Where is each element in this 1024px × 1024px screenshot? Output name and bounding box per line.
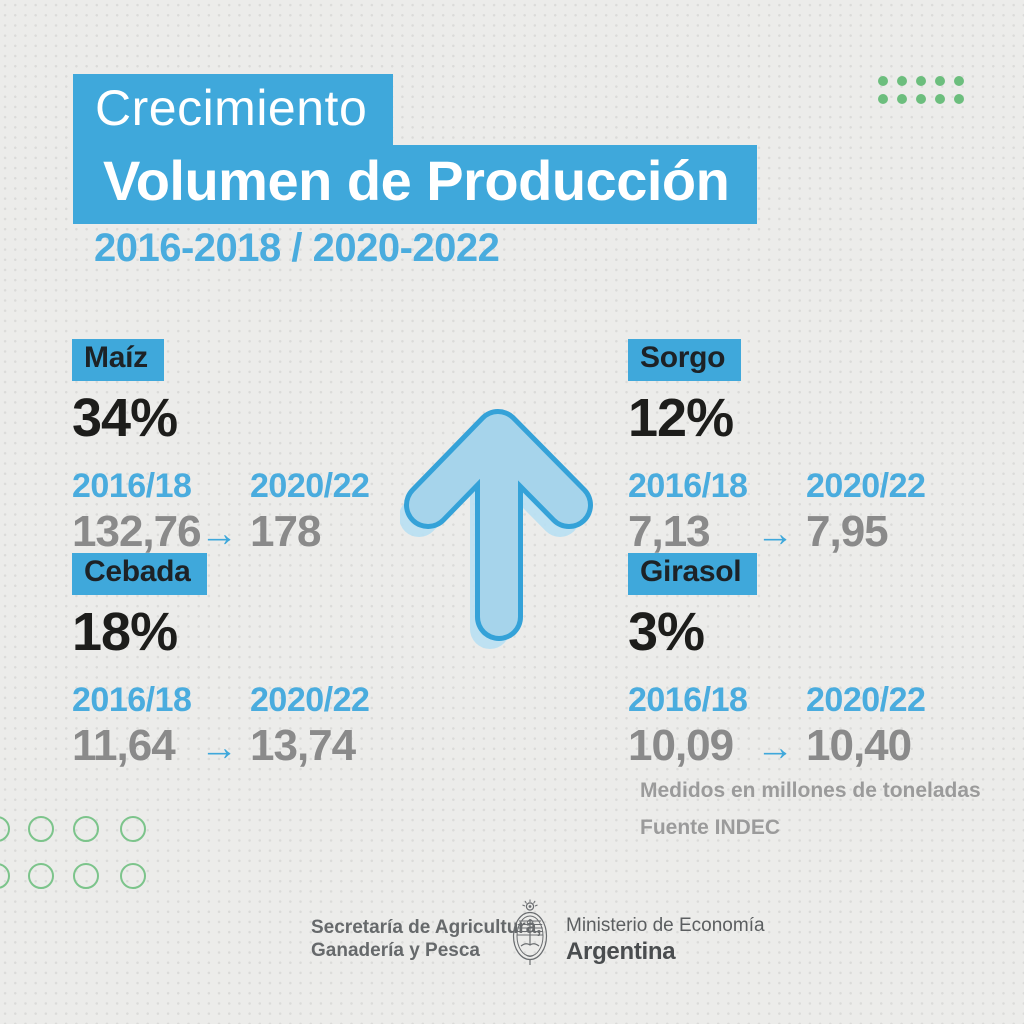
value-from: 132,76 [72,507,202,556]
crop-growth-percent: 3% [628,602,705,662]
ministry-line1: Ministerio de Economía [566,915,765,936]
title-line2: Volumen de Producción [73,145,758,224]
green-dot-icon [878,76,888,86]
title-line1: Crecimiento [73,74,394,147]
green-circle-icon [73,816,99,842]
crop-name-badge: Maíz [72,339,164,381]
title-line1-text: Crecimiento [95,79,368,136]
value-to: 10,40 [806,721,912,770]
year-to-label: 2020/22 [250,467,370,505]
footnotes: Medidos en millones de toneladas Fuente … [640,779,981,840]
value-from: 11,64 [72,721,176,770]
green-circle-icon [120,863,146,889]
value-to: 7,95 [806,507,889,556]
crop-block-cebada: Cebada 18% 2016/18 2020/22 11,64 → 13,74 [72,553,502,768]
green-circle-icon [73,863,99,889]
crop-year-labels: 2016/18 2020/22 [628,681,1024,720]
period-subtitle: 2016-2018 / 2020-2022 [94,226,500,270]
crop-year-labels: 2016/18 2020/22 [72,467,502,506]
green-dot-icon [878,94,888,104]
year-from-label: 2016/18 [628,681,748,719]
right-arrow-icon: → [200,727,238,769]
crop-values: 11,64 → 13,74 [72,724,502,768]
green-circle-icon [120,816,146,842]
crop-name-badge: Cebada [72,553,207,595]
crop-values: 7,13 → 7,95 [628,510,1024,554]
green-circle-icon [0,816,10,842]
crop-block-girasol: Girasol 3% 2016/18 2020/22 10,09 → 10,40 [628,553,1024,768]
secretariat-name: Secretaría de Agricultura, Ganadería y P… [311,916,542,962]
green-dot-icon [954,76,964,86]
right-arrow-icon: → [756,513,794,555]
crop-name-badge: Girasol [628,553,758,595]
right-arrow-icon: → [200,513,238,555]
argentina-coat-of-arms-icon [512,899,548,965]
value-from: 10,09 [628,721,734,770]
year-from-label: 2016/18 [72,681,192,719]
green-dot-icon [897,94,907,104]
green-dot-icon [954,94,964,104]
right-arrow-icon: → [756,727,794,769]
crop-values: 132,76 → 178 [72,510,502,554]
green-dot-icon [935,94,945,104]
crop-name-badge: Sorgo [628,339,742,381]
crop-growth-percent: 34% [72,388,178,448]
year-from-label: 2016/18 [72,467,192,505]
green-dot-icon [897,76,907,86]
green-dot-icon [916,76,926,86]
crop-block-sorgo: Sorgo 12% 2016/18 2020/22 7,13 → 7,95 [628,339,1024,554]
value-to: 13,74 [250,721,356,770]
value-from: 7,13 [628,507,711,556]
crop-block-maiz: Maíz 34% 2016/18 2020/22 132,76 → 178 [72,339,502,554]
year-to-label: 2020/22 [806,467,926,505]
crop-values: 10,09 → 10,40 [628,724,1024,768]
secretariat-line1: Secretaría de Agricultura, [311,917,542,938]
ministry-name: Ministerio de Economía Argentina [566,915,765,966]
value-to: 178 [250,507,321,556]
year-to-label: 2020/22 [250,681,370,719]
green-dots-decoration [878,76,964,104]
green-circle-icon [28,816,54,842]
crop-growth-percent: 12% [628,388,734,448]
green-dot-icon [916,94,926,104]
source-note: Fuente INDEC [640,816,781,839]
year-to-label: 2020/22 [806,681,926,719]
unit-note: Medidos en millones de toneladas [640,779,981,802]
green-circle-icon [28,863,54,889]
crop-year-labels: 2016/18 2020/22 [72,681,502,720]
year-from-label: 2016/18 [628,467,748,505]
ministry-line2: Argentina [566,938,676,965]
green-circle-icon [0,863,10,889]
crop-growth-percent: 18% [72,602,178,662]
up-arrow-icon [400,409,593,649]
title-line2-text: Volumen de Producción [103,149,730,212]
crop-year-labels: 2016/18 2020/22 [628,467,1024,506]
green-dot-icon [935,76,945,86]
secretariat-line2: Ganadería y Pesca [311,940,480,962]
